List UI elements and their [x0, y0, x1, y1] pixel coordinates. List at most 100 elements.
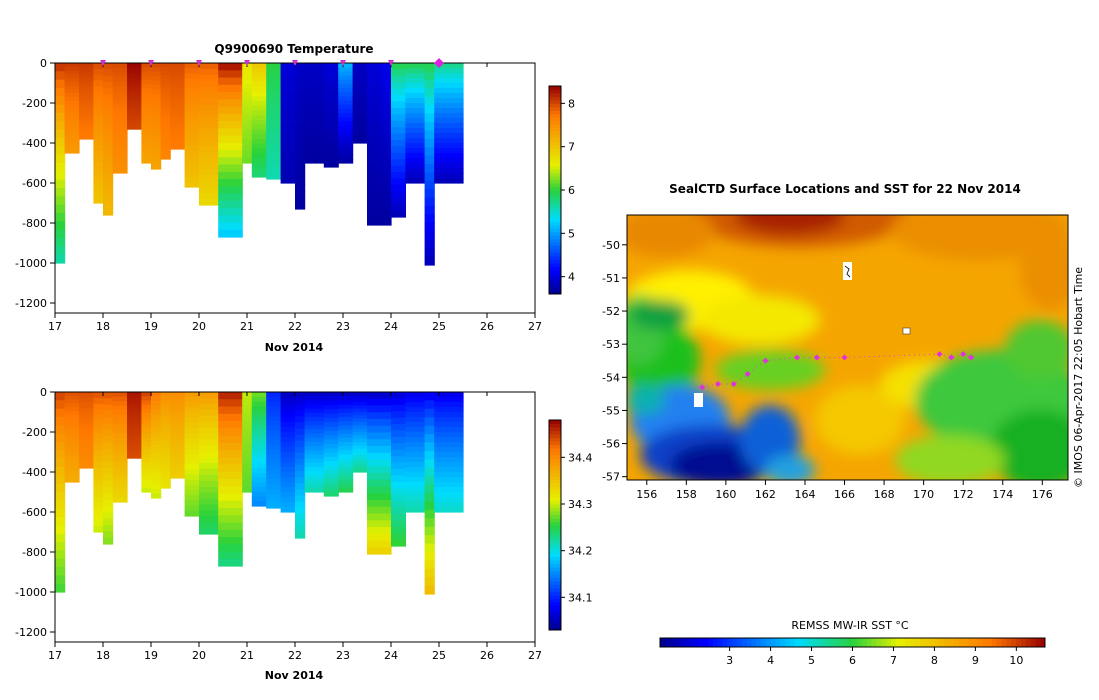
sst-colorbar-tick-label: 7	[890, 654, 897, 667]
profile-cell	[64, 444, 80, 449]
profile-cell	[295, 87, 306, 94]
colorbar-segment	[549, 228, 561, 233]
profile-cell	[251, 86, 267, 93]
profile-cell	[424, 256, 435, 266]
colorbar-segment	[549, 252, 561, 257]
x-tick-label: 27	[528, 320, 542, 333]
profile-cell	[280, 472, 296, 478]
profile-cell	[295, 154, 306, 161]
profile-cell	[280, 412, 296, 418]
profile-cell	[170, 63, 186, 68]
profile-cell	[405, 502, 426, 508]
profile-cell	[280, 128, 296, 134]
colorbar-segment	[549, 283, 561, 288]
profile-cell	[93, 450, 104, 457]
profile-cell	[141, 150, 152, 156]
sst-colorbar-segment	[688, 638, 695, 647]
profile-cell	[434, 103, 464, 109]
map-frame	[626, 214, 1069, 481]
profile-cell	[55, 163, 66, 172]
profile-cell	[55, 138, 66, 147]
profile-cell	[160, 392, 171, 397]
profile-cell	[103, 139, 114, 146]
profile-cell	[184, 114, 200, 121]
profile-cell	[199, 128, 219, 135]
profile-cell	[160, 484, 171, 489]
profile-cell	[55, 204, 66, 214]
profile-cell	[170, 66, 186, 71]
profile-cell	[367, 452, 382, 461]
profile-cell	[434, 412, 464, 418]
profile-cell	[367, 110, 382, 118]
day-marker	[244, 60, 250, 66]
profile-cell	[55, 113, 66, 122]
profile-cell	[170, 141, 186, 146]
profile-cell	[127, 76, 142, 81]
profile-cell	[352, 412, 368, 416]
profile-cell	[64, 81, 80, 87]
profile-cell	[280, 497, 296, 503]
colorbar-segment	[549, 500, 561, 505]
lon-tick-label: 174	[992, 488, 1013, 501]
profile-cell	[127, 118, 142, 122]
profile-cell	[304, 433, 325, 439]
profile-cell	[434, 68, 464, 74]
profile-cell	[367, 96, 382, 105]
profile-cell	[103, 506, 114, 513]
profile-cell	[352, 79, 368, 84]
colorbar-segment	[549, 532, 561, 536]
profile-cell	[141, 429, 152, 435]
profile-cell	[304, 63, 325, 68]
profile-cell	[151, 155, 162, 161]
profile-cell	[295, 495, 306, 503]
sst-colorbar-segment	[1035, 638, 1041, 647]
profile-cell	[170, 445, 186, 450]
profile-cell	[251, 401, 267, 407]
profile-cell	[295, 531, 306, 539]
profile-cell	[304, 71, 325, 77]
profile-cell	[434, 457, 464, 463]
profile-cell	[55, 88, 66, 97]
y-tick-label: 0	[40, 386, 47, 399]
sst-colorbar-segment	[1040, 638, 1046, 647]
profile-cell	[251, 430, 267, 436]
profile-cell	[93, 467, 104, 475]
colorbar-segment	[549, 591, 561, 596]
profile-cell	[280, 178, 296, 184]
profile-cell	[391, 120, 406, 128]
profile-cell	[295, 501, 306, 509]
profile-cell	[93, 80, 104, 87]
colorbar-segment	[549, 89, 561, 94]
profile-cell	[103, 430, 114, 437]
profile-cell	[251, 420, 267, 426]
profile-cell	[93, 127, 104, 134]
profile-cell	[405, 78, 426, 84]
sst-colorbar-segment	[900, 638, 906, 647]
salinity-colorbar: 34.134.234.334.4	[548, 419, 593, 631]
profile-cell	[242, 75, 253, 81]
profile-column	[381, 392, 392, 555]
profile-cell	[141, 483, 152, 489]
profile-cell	[64, 478, 80, 483]
profile-cell	[266, 174, 282, 180]
salinity-section-plot: 17 18 19 20 21 22 23 24 25 26 270-200-400-600-800-…	[15, 386, 542, 682]
colorbar-tick-label: 34.2	[568, 545, 593, 558]
profile-cell	[55, 254, 66, 264]
profile-cell	[242, 462, 253, 468]
profile-cell	[112, 447, 128, 453]
profile-cell	[381, 150, 392, 159]
profile-cell	[127, 430, 142, 434]
profile-cell	[112, 108, 128, 114]
profile-cell	[112, 72, 128, 78]
profile-cell	[218, 529, 243, 538]
profile-cell	[141, 96, 152, 102]
profile-cell	[251, 143, 267, 150]
profile-cell	[55, 154, 66, 164]
profile-cell	[170, 427, 186, 432]
sst-colorbar-segment	[876, 638, 882, 647]
profile-cell	[391, 501, 406, 509]
profile-cell	[405, 73, 426, 79]
profile-cell	[103, 392, 114, 399]
x-tick-label: 18	[96, 649, 110, 662]
profile-cell	[151, 138, 162, 144]
